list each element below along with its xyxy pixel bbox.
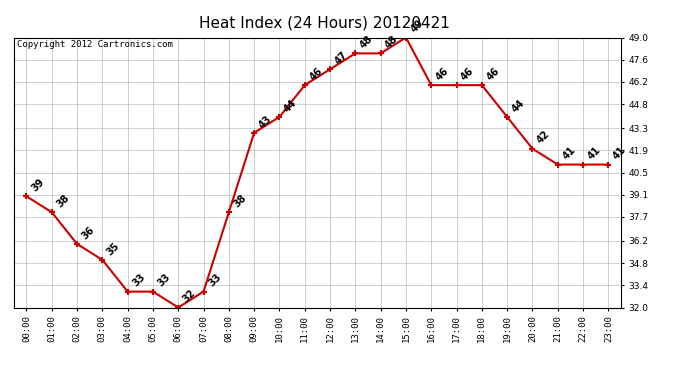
Text: 39: 39 [29, 177, 46, 194]
Text: 41: 41 [586, 145, 602, 162]
Text: 46: 46 [434, 66, 451, 82]
Text: 48: 48 [384, 34, 400, 51]
Text: 42: 42 [535, 129, 552, 146]
Text: 38: 38 [55, 193, 71, 209]
Text: 46: 46 [308, 66, 324, 82]
Text: 49: 49 [408, 18, 425, 35]
Text: 41: 41 [560, 145, 577, 162]
Text: 41: 41 [611, 145, 628, 162]
Text: 48: 48 [358, 34, 375, 51]
Text: 35: 35 [105, 240, 121, 257]
Text: Heat Index (24 Hours) 20120421: Heat Index (24 Hours) 20120421 [199, 15, 450, 30]
Text: 33: 33 [130, 272, 147, 289]
Text: 44: 44 [510, 98, 526, 114]
Text: 33: 33 [156, 272, 172, 289]
Text: 36: 36 [80, 225, 97, 241]
Text: 32: 32 [181, 288, 197, 305]
Text: 47: 47 [333, 50, 349, 66]
Text: 43: 43 [257, 113, 273, 130]
Text: 46: 46 [484, 66, 501, 82]
Text: 46: 46 [460, 66, 476, 82]
Text: 44: 44 [282, 98, 299, 114]
Text: 33: 33 [206, 272, 223, 289]
Text: 38: 38 [232, 193, 248, 209]
Text: Copyright 2012 Cartronics.com: Copyright 2012 Cartronics.com [17, 40, 172, 49]
